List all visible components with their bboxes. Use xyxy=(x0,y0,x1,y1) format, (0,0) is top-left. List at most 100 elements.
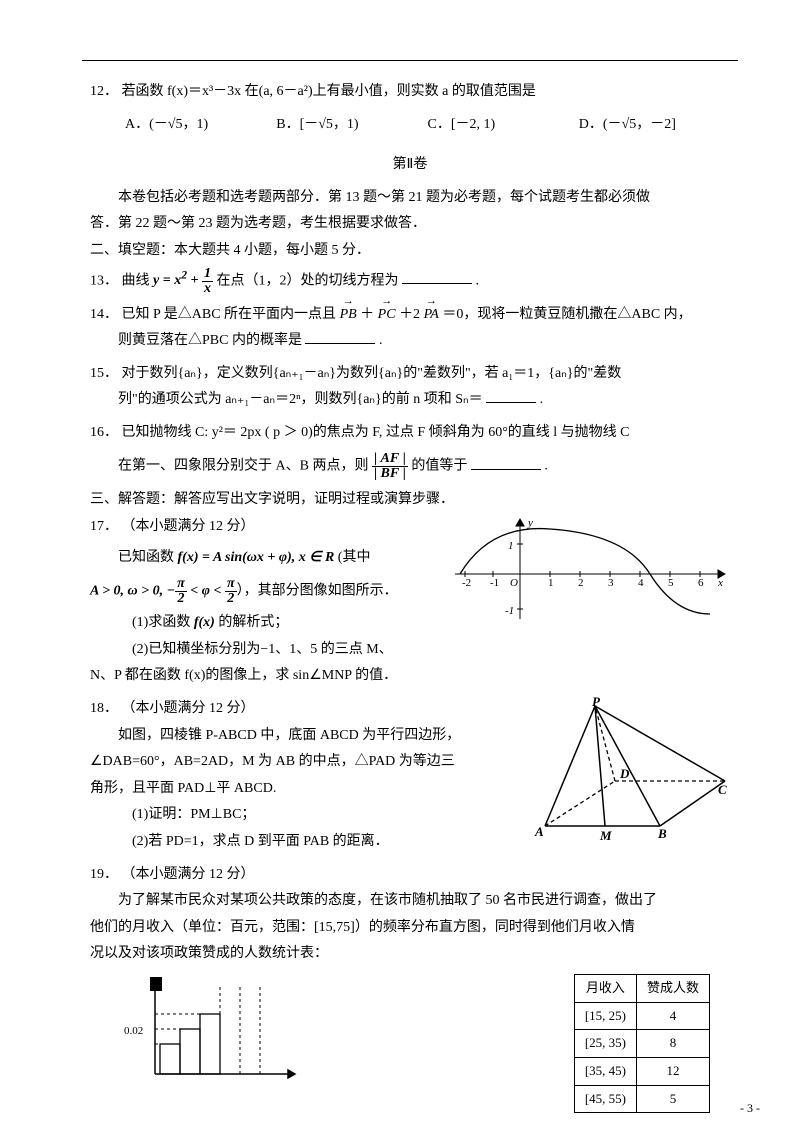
q17-l2c: ），其部分图像如图所示． xyxy=(237,584,398,599)
q13-pre: 曲线 xyxy=(122,273,150,288)
q19-head: （本小题满分 12 分） xyxy=(122,867,255,882)
pyramid-figure: P A B C D M xyxy=(530,696,730,846)
q14-blank xyxy=(305,330,375,344)
svg-text:B: B xyxy=(657,826,667,841)
q19-l3: 况以及对该项政策赞成的人数统计表： xyxy=(90,941,730,968)
q14-l1b: ＋ xyxy=(360,307,374,322)
q16-frac: | AF || BF | xyxy=(372,452,408,481)
table-row: 月收入 赞成人数 xyxy=(574,974,709,1002)
q13-num: 13． xyxy=(90,273,118,288)
svg-text:y: y xyxy=(527,517,533,529)
svg-text:3: 3 xyxy=(608,577,614,589)
svg-text:-1: -1 xyxy=(490,577,499,589)
page-number: - 3 - xyxy=(740,1097,760,1120)
q17-l1a: 已知函数 xyxy=(118,550,174,565)
q13-formula: y = x2 + 1x xyxy=(153,273,217,288)
q14-l1d: ＝0，现将一粒黄豆随机撒在△ABC 内， xyxy=(442,307,691,322)
part2-intro-line2: 答．第 22 题～第 23 题为选考题，考生根据要求做答． xyxy=(90,211,730,238)
q15-blank xyxy=(486,389,536,403)
q19-num: 19． xyxy=(90,867,118,882)
q15-l2: 列"的通项公式为 aₙ₊₁－aₙ＝2ⁿ，则数列{aₙ}的前 n 项和 Sₙ＝ xyxy=(118,392,483,407)
q18: P A B C D M 18． （本小题满分 12 分） 如图，四棱锥 P-AB… xyxy=(90,696,730,856)
col-approve: 赞成人数 xyxy=(636,974,709,1002)
q17-l1b: (其中 xyxy=(338,550,371,565)
svg-text:O: O xyxy=(510,577,518,589)
q19-l2: 他们的月收入（单位：百元，范围：[15,75]）的频率分布直方图，同时得到他们月… xyxy=(90,915,730,942)
svg-text:D: D xyxy=(619,766,630,781)
svg-text:4: 4 xyxy=(638,577,644,589)
q15-l1: 对于数列{aₙ}，定义数列{aₙ₊₁－aₙ}为数列{aₙ}的"差数列"，若 a₁… xyxy=(122,366,622,381)
svg-text:2: 2 xyxy=(578,577,584,589)
q15-num: 15． xyxy=(90,366,118,381)
solve-heading: 三、解答题：解答应写出文字说明，证明过程或演算步骤． xyxy=(90,487,730,514)
q13-blank xyxy=(402,270,472,284)
svg-text:1: 1 xyxy=(548,577,554,589)
q12-choice-d: D．(－√5，－2] xyxy=(579,112,730,139)
q16-num: 16． xyxy=(90,425,118,440)
q17-l2b: < φ < xyxy=(187,584,225,599)
q13-period: . xyxy=(476,273,480,288)
q16-l2a: 在第一、四象限分别交于 A、B 两点，则 xyxy=(118,459,368,474)
vec-pa: PA xyxy=(424,302,439,329)
part2-intro-line1: 本卷包括必考题和选考题两部分．第 13 题～第 21 题为必考题，每个试题考生都… xyxy=(90,185,730,212)
q18-head: （本小题满分 12 分） xyxy=(122,701,255,716)
q15-period: . xyxy=(540,392,544,407)
q17-num: 17． xyxy=(90,519,118,534)
q14-period: . xyxy=(379,333,383,348)
q19-l1: 为了解某市民众对某项公共政策的态度，在该市随机抽取了 50 名市民进行调查，做出… xyxy=(90,888,730,915)
q17-s1b: 的解析式； xyxy=(218,615,288,630)
svg-text:x: x xyxy=(717,577,723,589)
q12-stem: 若函数 f(x)＝x³－3x 在(a, 6－a²)上有最小值，则实数 a 的取值… xyxy=(122,84,536,99)
histogram-figure: 0.02 xyxy=(120,974,300,1084)
q12: 12． 若函数 f(x)＝x³－3x 在(a, 6－a²)上有最小值，则实数 a… xyxy=(90,79,730,106)
table-row: [45, 55)5 xyxy=(574,1085,709,1113)
q13: 13． 曲线 y = x2 + 1x 在点（1，2）处的切线方程为 . xyxy=(90,265,730,296)
q12-choice-b: B．[－√5，1) xyxy=(276,112,427,139)
q12-choice-a: A．(－√5，1) xyxy=(125,112,276,139)
vec-pc: PC xyxy=(378,302,396,329)
svg-text:M: M xyxy=(599,828,612,843)
table-row: [25, 35)8 xyxy=(574,1030,709,1058)
table-row: [35, 45)12 xyxy=(574,1058,709,1086)
svg-text:A: A xyxy=(534,824,544,839)
svg-text:P: P xyxy=(592,696,601,709)
svg-text:0.02: 0.02 xyxy=(124,1025,143,1037)
q13-post: 在点（1，2）处的切线方程为 xyxy=(217,273,399,288)
q14-l2: 则黄豆落在△PBC 内的概率是 xyxy=(118,333,302,348)
q19: 19． （本小题满分 12 分） 为了解某市民众对某项公共政策的态度，在该市随机… xyxy=(90,862,730,968)
table-row: [15, 25)4 xyxy=(574,1002,709,1030)
svg-text:1: 1 xyxy=(508,540,514,552)
vec-pb: PB xyxy=(340,302,357,329)
q17-s2: (2)已知横坐标分别为−1、1、5 的三点 M、 xyxy=(90,637,730,664)
q12-choice-c: C．[－2, 1) xyxy=(428,112,579,139)
q17-fxonly: f(x) xyxy=(194,615,215,630)
svg-text:6: 6 xyxy=(698,577,704,589)
svg-text:-2: -2 xyxy=(462,577,471,589)
fill-heading: 二、填空题：本大题共 4 小题，每小题 5 分． xyxy=(90,238,730,265)
q17-l2a: A > 0, ω > 0, − xyxy=(90,584,175,599)
svg-text:5: 5 xyxy=(668,577,674,589)
q12-choices: A．(－√5，1) B．[－√5，1) C．[－2, 1) D．(－√5，－2] xyxy=(90,112,730,139)
income-table: 月收入 赞成人数 [15, 25)4 [25, 35)8 [35, 45)12 … xyxy=(574,974,710,1113)
sine-figure: x y O 1 -1 -2 -1 1 2 3 4 5 6 xyxy=(450,514,730,624)
part2-title: 第Ⅱ卷 xyxy=(90,152,730,179)
q12-num: 12． xyxy=(90,84,118,99)
q14-l1a: 已知 P 是△ABC 所在平面内一点且 xyxy=(122,307,337,322)
svg-text:C: C xyxy=(718,782,727,797)
q17: x y O 1 -1 -2 -1 1 2 3 4 5 6 17． （本小题满分 12 分… xyxy=(90,514,730,690)
q17-s1a: (1)求函数 xyxy=(132,615,190,630)
q17-fx: f(x) = A sin(ωx + φ), x ∈ R xyxy=(178,550,335,565)
col-income: 月收入 xyxy=(574,974,636,1002)
q17-s3: N、P 都在函数 f(x)的图像上，求 sin∠MNP 的值． xyxy=(90,663,730,690)
q15: 15． 对于数列{aₙ}，定义数列{aₙ₊₁－aₙ}为数列{aₙ}的"差数列"，… xyxy=(90,361,730,414)
q16-l1: 已知抛物线 C: y²＝ 2px ( p ＞ 0)的焦点为 F, 过点 F 倾斜… xyxy=(122,425,630,440)
q14-num: 14． xyxy=(90,307,118,322)
svg-text:-1: -1 xyxy=(505,605,514,617)
q16-period: . xyxy=(544,459,548,474)
q16-blank xyxy=(471,456,541,470)
q14-l1c: ＋2 xyxy=(399,307,420,322)
q14: 14． 已知 P 是△ABC 所在平面内一点且 PB ＋ PC ＋2 PA ＝0… xyxy=(90,302,730,355)
q17-head: （本小题满分 12 分） xyxy=(122,519,255,534)
q18-num: 18． xyxy=(90,701,118,716)
q16-l2b: 的值等于 xyxy=(411,459,467,474)
